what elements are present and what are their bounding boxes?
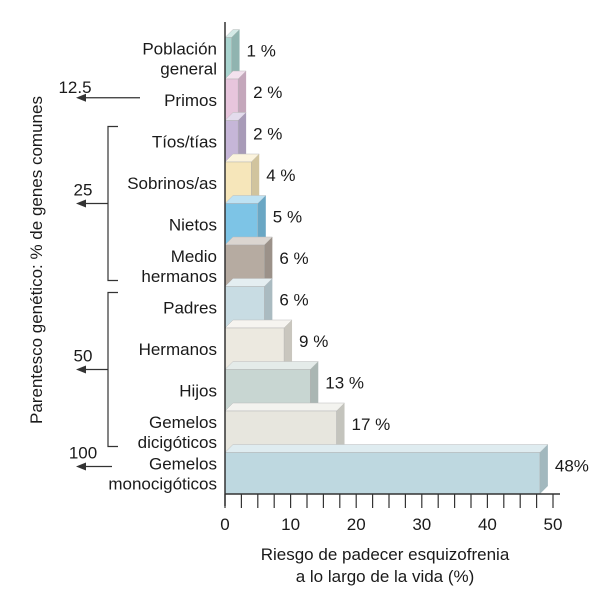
bar-top-face	[224, 444, 549, 453]
category-label: hermanos	[141, 267, 217, 286]
category-label: Población	[142, 39, 217, 58]
data-label: 48%	[555, 456, 589, 475]
bar-side-face	[238, 71, 247, 121]
x-tick-label: 40	[478, 515, 497, 534]
bar-side-face	[238, 112, 247, 162]
bar-front-face	[224, 452, 541, 495]
data-label: 1 %	[247, 41, 276, 60]
relatedness-label: 12.5	[58, 78, 91, 97]
category-label: Tíos/tías	[152, 132, 217, 151]
bar-side-face	[539, 444, 548, 494]
bar: 2 % Tíos/tías	[152, 112, 282, 163]
bar-side-face	[310, 361, 319, 411]
relatedness-label: 25	[74, 181, 93, 200]
category-label: Medio	[171, 247, 217, 266]
data-label: 6 %	[279, 290, 308, 309]
data-label: 13 %	[325, 373, 364, 392]
x-tick-label: 20	[347, 515, 366, 534]
relatedness-group: 12.5	[58, 78, 140, 102]
category-label: Gemelos	[149, 454, 217, 473]
bar-side-face	[251, 154, 260, 204]
category-label: monocigóticos	[108, 474, 217, 493]
bar-top-face	[224, 278, 273, 287]
x-axis-title-line2: a lo largo de la vida (%)	[296, 567, 475, 586]
bar-side-face	[257, 195, 266, 245]
category-label: Padres	[163, 298, 217, 317]
category-label: Nietos	[169, 215, 217, 234]
bar-side-face	[264, 237, 273, 287]
data-label: 6 %	[279, 249, 308, 268]
category-label: Sobrinos/as	[127, 174, 217, 193]
bar-side-face	[231, 29, 240, 79]
y-axis-title: Parentesco genético: % de genes comunes	[27, 96, 46, 424]
bar: 9 % Hermanos	[139, 319, 328, 370]
bar: 4 % Sobrinos/as	[127, 153, 296, 204]
category-label: dicigóticos	[138, 433, 217, 452]
x-tick-label: 0	[220, 515, 229, 534]
arrow-head-icon	[76, 199, 86, 208]
data-label: 17 %	[352, 415, 391, 434]
x-tick-label: 50	[544, 515, 563, 534]
category-label: Primos	[164, 91, 217, 110]
bar-top-face	[224, 319, 293, 329]
arrow-head-icon	[76, 462, 86, 471]
relatedness-group: 50	[74, 291, 118, 448]
x-tick-label: 30	[412, 515, 431, 534]
x-axis-title-line1: Riesgo de padecer esquizofrenia	[261, 545, 510, 564]
category-label: general	[160, 59, 217, 78]
data-label: 2 %	[253, 83, 282, 102]
relatedness-group: 25	[74, 125, 118, 282]
bar-front-face	[224, 37, 232, 80]
data-label: 9 %	[299, 332, 328, 351]
bracket	[107, 291, 118, 448]
relatedness-group: 100	[69, 444, 112, 471]
category-label: Hermanos	[139, 340, 217, 359]
bar-side-face	[336, 403, 345, 453]
bar-top-face	[224, 236, 273, 246]
x-tick-label: 10	[281, 515, 300, 534]
relatedness-label: 50	[74, 347, 93, 366]
arrow-head-icon	[76, 365, 86, 374]
category-label: Gemelos	[149, 413, 217, 432]
relatedness-label: 100	[69, 444, 97, 463]
bar-top-face	[224, 361, 319, 370]
bar-top-face	[224, 402, 346, 412]
data-label: 5 %	[273, 207, 302, 226]
arrow-head-icon	[76, 93, 86, 102]
bar: 5 % Nietos	[169, 195, 302, 246]
data-label: 4 %	[266, 166, 295, 185]
bar: 2 % Primos	[164, 70, 282, 121]
bar-side-face	[284, 320, 293, 370]
bar-side-face	[264, 278, 273, 328]
data-label: 2 %	[253, 124, 282, 143]
bracket	[107, 125, 118, 282]
category-label: Hijos	[179, 381, 217, 400]
